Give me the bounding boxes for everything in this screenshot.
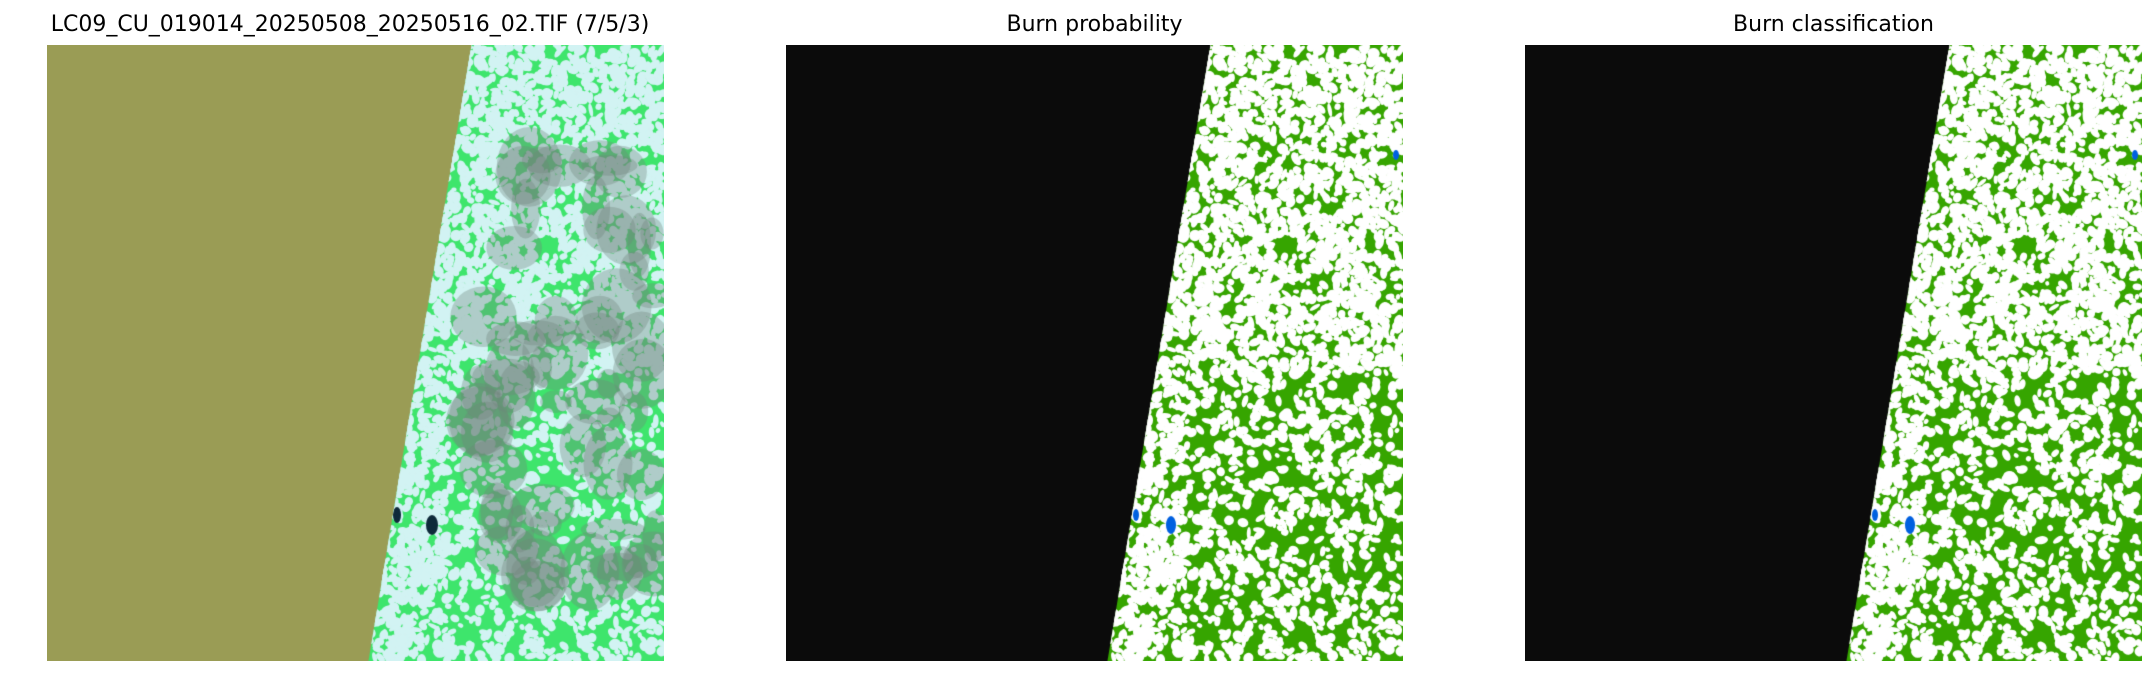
rgb-composite-canvas (47, 45, 664, 661)
burn-classification-canvas (1525, 45, 2142, 661)
burn-classification-image (1525, 45, 2142, 661)
burn-probability-image (786, 45, 1403, 661)
panel-title-classification: Burn classification (1733, 12, 1934, 37)
burn-probability-canvas (786, 45, 1403, 661)
panel-title-rgb: LC09_CU_019014_20250508_20250516_02.TIF … (50, 12, 650, 37)
panel-title-probability: Burn probability (1006, 12, 1183, 37)
rgb-composite-image (47, 45, 664, 661)
